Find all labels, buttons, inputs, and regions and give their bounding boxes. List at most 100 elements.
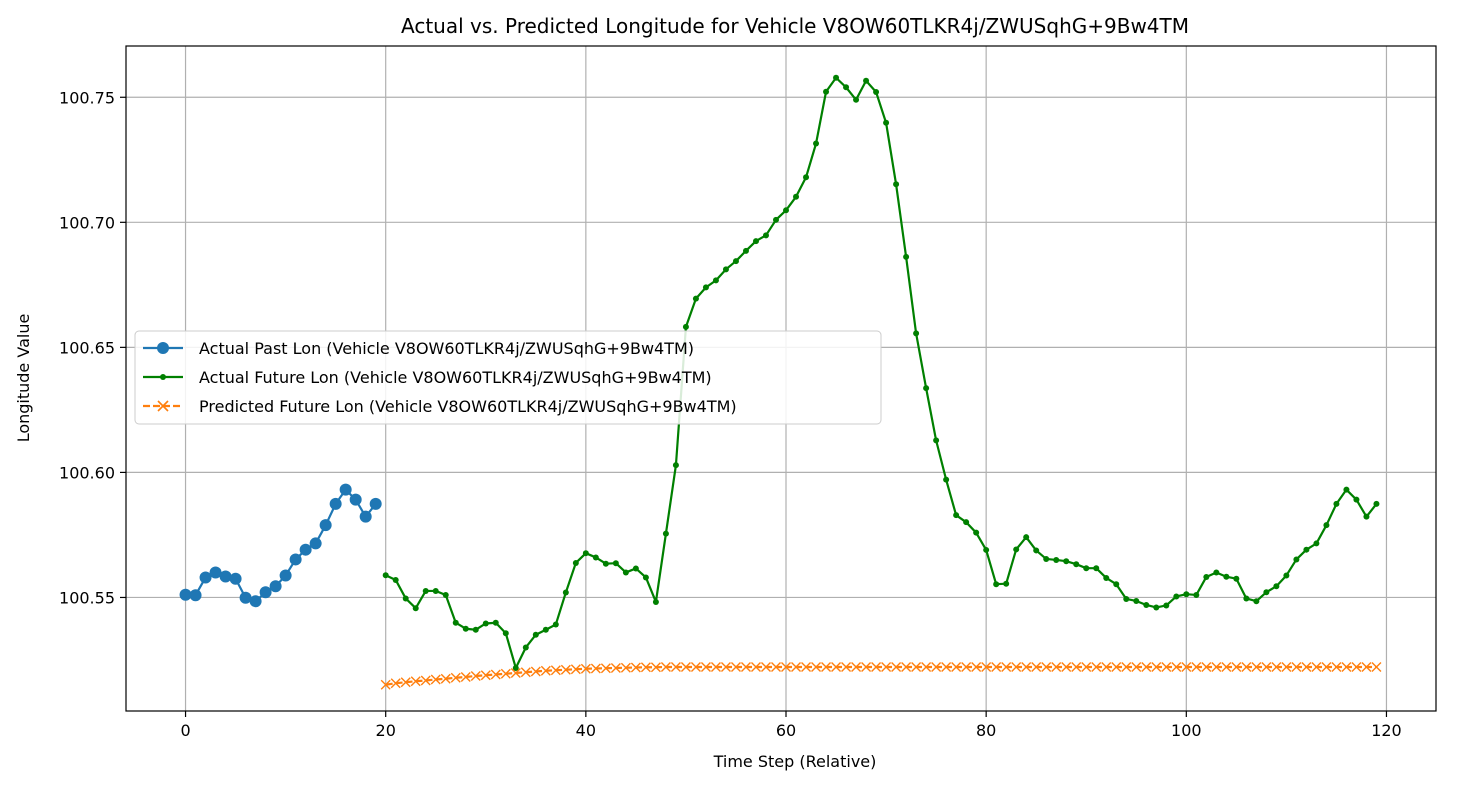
data-point <box>1063 558 1070 565</box>
data-point <box>1321 661 1332 672</box>
x-tick-label: 40 <box>576 721 596 740</box>
y-tick-label: 100.55 <box>59 588 115 607</box>
data-point <box>1323 522 1330 529</box>
data-point <box>269 580 282 593</box>
data-point <box>871 661 882 672</box>
data-point <box>1271 661 1282 672</box>
data-point <box>760 661 771 672</box>
data-point <box>1173 593 1180 600</box>
data-point <box>660 661 671 672</box>
data-point <box>863 77 870 84</box>
data-point <box>510 667 521 678</box>
plot-frame <box>125 45 1437 712</box>
data-point <box>450 672 461 683</box>
data-point <box>793 193 800 200</box>
data-point <box>630 662 641 673</box>
data-point <box>279 569 292 582</box>
data-point <box>1333 500 1340 507</box>
data-point <box>640 662 651 673</box>
data-point <box>402 595 409 602</box>
data-point <box>913 330 920 337</box>
data-point <box>289 553 302 566</box>
data-point <box>392 576 399 583</box>
data-point <box>1253 598 1260 605</box>
data-point <box>390 678 401 689</box>
data-point <box>1371 661 1382 672</box>
data-point <box>971 661 982 672</box>
data-point <box>329 497 342 510</box>
data-point <box>1093 565 1100 572</box>
data-point <box>482 620 489 627</box>
data-point <box>642 574 649 581</box>
data-point <box>1221 661 1232 672</box>
legend: Actual Past Lon (Vehicle V8OW60TLKR4j/ZW… <box>134 330 882 425</box>
data-point <box>1111 661 1122 672</box>
data-point <box>1273 583 1280 590</box>
data-point <box>1301 661 1312 672</box>
data-point <box>500 668 511 679</box>
data-point <box>730 661 741 672</box>
x-tick-label: 0 <box>180 721 190 740</box>
data-point <box>480 670 491 681</box>
data-point <box>1081 661 1092 672</box>
legend-entry-past: Actual Past Lon (Vehicle V8OW60TLKR4j/ZW… <box>143 339 694 358</box>
data-point <box>1263 589 1270 596</box>
legend-entry-predicted: Predicted Future Lon (Vehicle V8OW60TLKR… <box>143 397 737 416</box>
data-point <box>1213 569 1220 576</box>
data-point <box>923 385 930 392</box>
data-point <box>1131 661 1142 672</box>
data-point <box>740 661 751 672</box>
data-point <box>710 661 721 672</box>
legend-entry-future: Actual Future Lon (Vehicle V8OW60TLKR4j/… <box>143 368 712 387</box>
data-point <box>973 529 980 536</box>
data-point <box>189 589 202 602</box>
data-point <box>1351 661 1362 672</box>
data-point <box>1193 591 1200 598</box>
data-point <box>1083 565 1090 572</box>
data-point <box>801 661 812 672</box>
series-group <box>179 74 1382 690</box>
data-point <box>903 253 910 260</box>
data-point <box>1261 661 1272 672</box>
data-point <box>1341 661 1352 672</box>
data-point <box>382 572 389 579</box>
data-point <box>853 96 860 103</box>
data-point <box>550 665 561 676</box>
data-point <box>1251 661 1262 672</box>
data-point <box>339 483 352 496</box>
x-tick-label: 120 <box>1371 721 1402 740</box>
data-point <box>791 661 802 672</box>
data-point <box>590 663 601 674</box>
legend-marker-future <box>160 374 166 380</box>
data-point <box>1143 601 1150 608</box>
data-point <box>1191 661 1202 672</box>
data-point <box>961 661 972 672</box>
legend-marker-past <box>157 342 169 354</box>
data-point <box>422 587 429 594</box>
data-point <box>412 605 419 612</box>
data-point <box>1163 602 1170 609</box>
y-tick-label: 100.75 <box>59 88 115 107</box>
data-point <box>650 662 661 673</box>
data-point <box>1051 661 1062 672</box>
data-point <box>1303 546 1310 553</box>
data-point <box>833 74 840 81</box>
data-point <box>440 673 451 684</box>
series-line-actual-future <box>385 76 1378 670</box>
data-point <box>1053 556 1060 563</box>
data-point <box>811 661 822 672</box>
data-point <box>1011 661 1022 672</box>
data-point <box>891 661 902 672</box>
data-point <box>490 669 501 680</box>
data-point <box>512 664 519 671</box>
data-point <box>1243 595 1250 602</box>
data-point <box>1013 546 1020 553</box>
data-point <box>883 119 890 126</box>
x-tick-label: 60 <box>776 721 796 740</box>
data-point <box>1353 496 1360 503</box>
data-point <box>652 598 659 605</box>
data-point <box>472 626 479 633</box>
data-point <box>602 560 609 567</box>
data-point <box>502 630 509 637</box>
data-point <box>781 661 791 672</box>
